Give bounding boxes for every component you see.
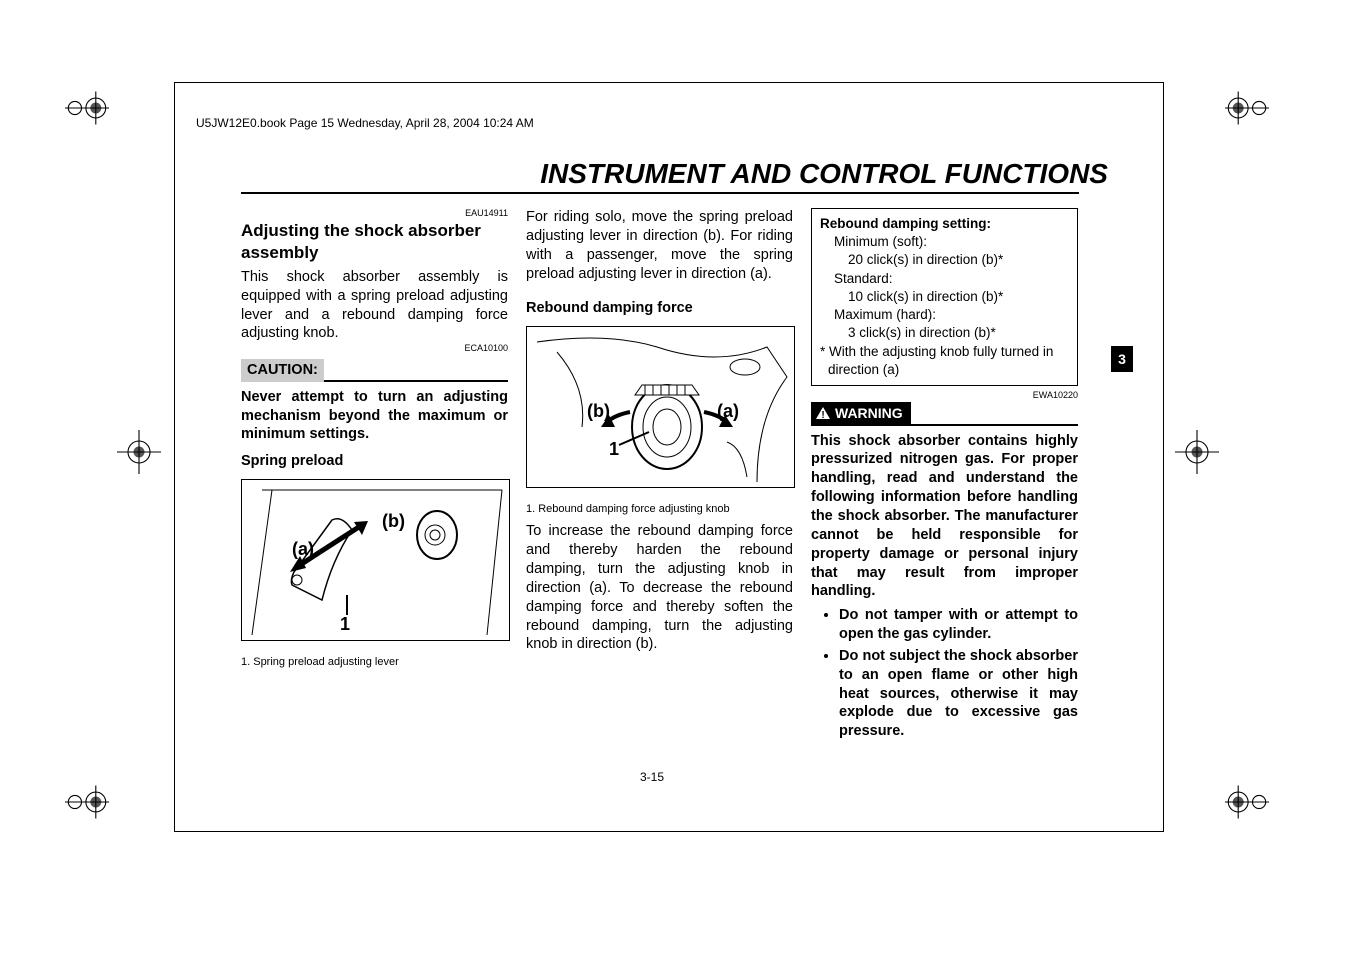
body-text: For riding solo, move the spring preload… [526,208,793,283]
warning-body: This shock absorber contains highly pres… [811,432,1078,602]
figure-caption: 1. Spring preload adjusting lever [241,655,508,669]
setting-label: Standard: [834,270,1069,288]
list-item: Do not tamper with or attempt to open th… [839,605,1078,644]
svg-text:1: 1 [340,614,350,634]
section-heading: Adjusting the shock absorber assembly [241,220,508,264]
subsection-heading: Spring preload [241,452,508,471]
page-header: U5JW12E0.book Page 15 Wednesday, April 2… [196,116,534,130]
subsection-heading: Rebound damping force [526,299,793,318]
body-text: To increase the rebound damping force an… [526,522,793,654]
registration-mark-icon [1175,430,1219,474]
setting-value: 3 click(s) in direction (b)* [848,324,1069,342]
setting-label: Maximum (hard): [834,306,1069,324]
warning-text: WARNING [835,404,903,422]
ref-code: EWA10220 [811,390,1078,402]
content-area: EAU14911 Adjusting the shock absorber as… [241,208,1079,743]
registration-mark-icon [65,86,109,130]
warning-bullets: Do not tamper with or attempt to open th… [811,605,1078,741]
caution-body: Never attempt to turn an adjusting mecha… [241,388,508,445]
settings-title: Rebound damping setting: [820,215,1069,233]
figure-caption: 1. Rebound damping force adjusting knob [526,502,793,516]
registration-mark-icon [117,430,161,474]
ref-code: ECA10100 [241,343,508,355]
body-text: This shock absorber assembly is equipped… [241,268,508,343]
svg-text:!: ! [821,410,824,420]
page-title: INSTRUMENT AND CONTROL FUNCTIONS [540,158,1108,190]
spring-preload-figure: (b) (a) 1 [241,479,510,641]
rebound-damping-figure: (b) (a) 1 [526,326,795,488]
setting-value: 10 click(s) in direction (b)* [848,288,1069,306]
list-item: Do not subject the shock absorber to an … [839,646,1078,741]
svg-text:(b): (b) [587,401,610,421]
section-tab: 3 [1111,346,1133,372]
svg-text:1: 1 [609,439,619,459]
warning-icon: ! [815,406,831,420]
column-3: Rebound damping setting: Minimum (soft):… [811,208,1078,743]
ref-code: EAU14911 [241,208,508,220]
settings-box: Rebound damping setting: Minimum (soft):… [811,208,1078,386]
column-1: EAU14911 Adjusting the shock absorber as… [241,208,508,743]
setting-label: Minimum (soft): [834,233,1069,251]
column-2: For riding solo, move the spring preload… [526,208,793,743]
setting-value: 20 click(s) in direction (b)* [848,251,1069,269]
registration-mark-icon [1225,86,1269,130]
svg-text:(b): (b) [382,511,405,531]
settings-note: * With the adjusting knob fully turned i… [820,343,1069,379]
registration-mark-icon [1225,780,1269,824]
warning-label: ! WARNING [811,402,911,424]
title-rule [241,192,1079,194]
svg-text:(a): (a) [292,539,314,559]
caution-label: CAUTION: [241,359,324,382]
registration-mark-icon [65,780,109,824]
svg-text:(a): (a) [717,401,739,421]
warning-rule [811,424,1078,426]
page-number: 3-15 [640,770,664,784]
